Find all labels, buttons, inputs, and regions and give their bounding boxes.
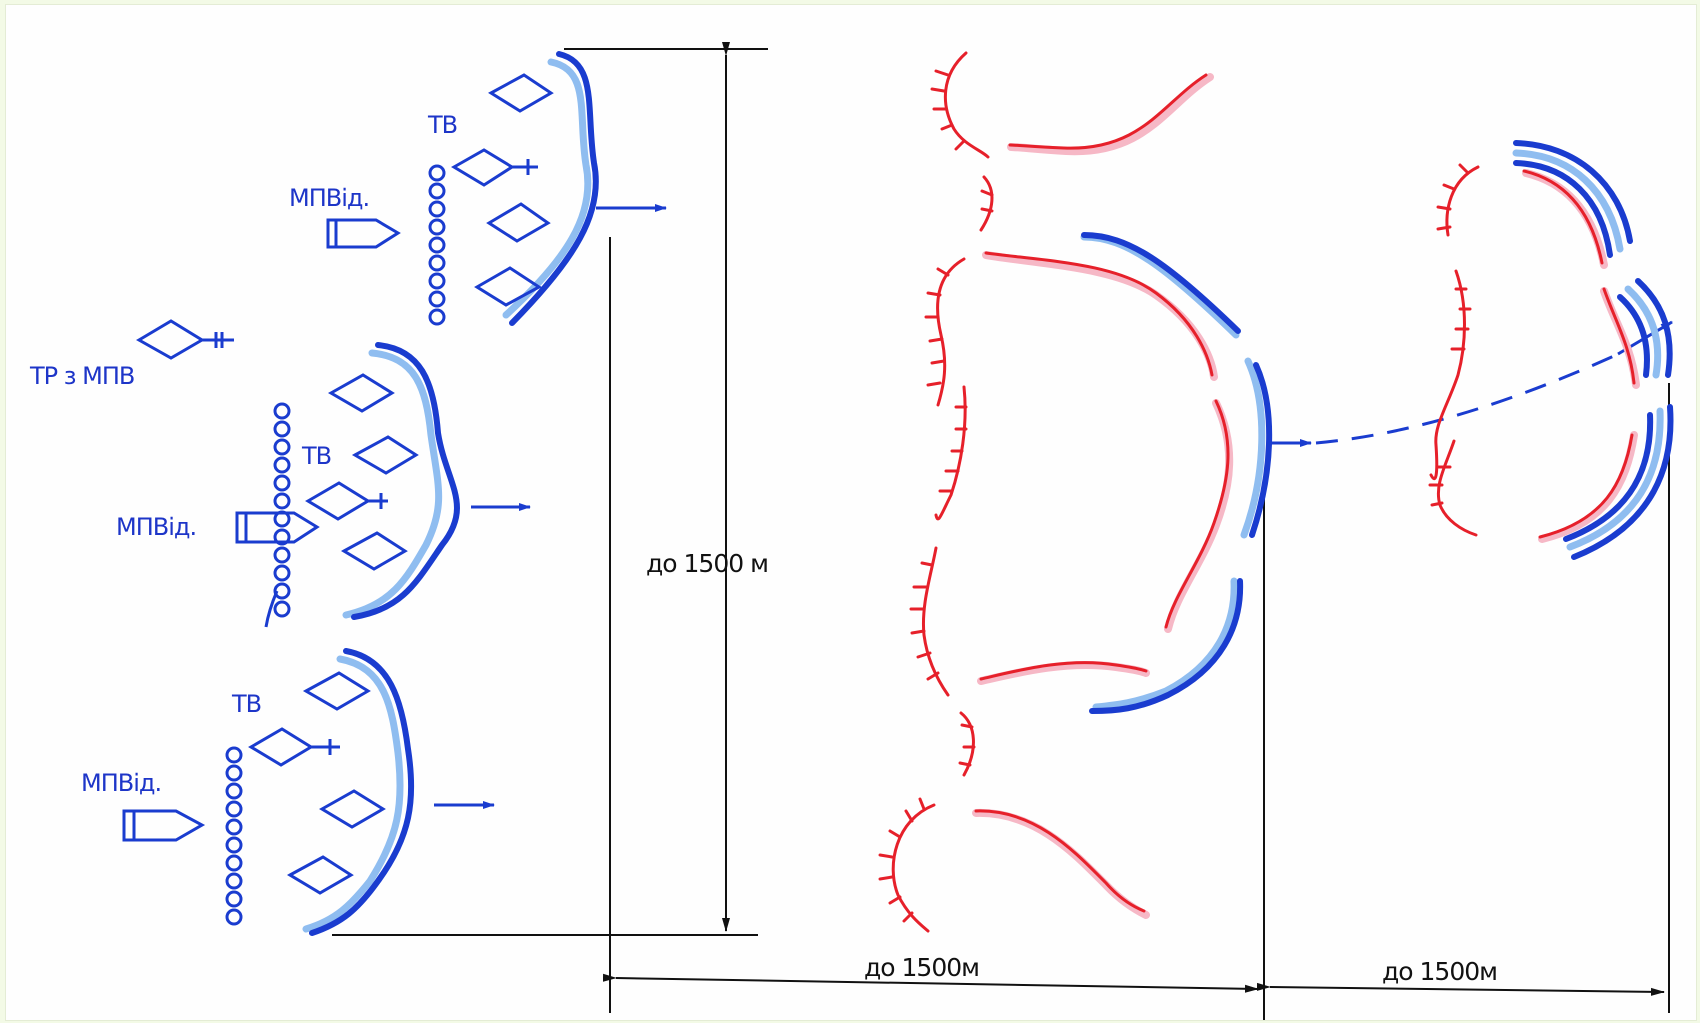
tank-diamond-icon [486, 202, 551, 243]
advance-front-triple-line [1512, 140, 1674, 560]
hatched-line-icon [1445, 165, 1480, 237]
far-right-position-group [1428, 140, 1674, 560]
lower-mpvid-label: МПВід. [81, 769, 161, 797]
commander-tank-icon [305, 481, 388, 521]
hatched-line-icon [936, 257, 966, 407]
tank-diamond-icon [327, 373, 395, 413]
enemy-trench-line [1164, 399, 1230, 629]
tank-diamond-icon [286, 855, 354, 895]
first-span-label: до 1500м [864, 953, 979, 982]
tank-diamond-icon [488, 73, 554, 113]
infantry-column-icon [225, 746, 243, 926]
hatched-line-icon [943, 51, 990, 159]
middle-tv-label: ТВ [301, 442, 331, 470]
dimension-lines: до 1500 м до 1500м до 1500м [332, 42, 1670, 1020]
middle-front-shadow [342, 349, 443, 619]
enemy-trench-line [974, 809, 1146, 913]
hatched-line-icon [921, 546, 950, 697]
second-span-arrow-icon [1256, 982, 1665, 996]
tank-diamond-icon [302, 671, 371, 711]
column-tail-stroke [264, 590, 279, 628]
commander-tank-icon [451, 148, 538, 187]
lower-front-line [309, 648, 415, 936]
upper-mpvid-label: МПВід. [289, 184, 369, 212]
ifv-section-icon [326, 218, 401, 249]
lower-front-shadow [302, 655, 404, 933]
enemy-trench-line [984, 251, 1214, 377]
reserve-tank-group: ТР з МПВ [29, 319, 234, 390]
middle-company-group: ТВ МПВід. [116, 342, 531, 628]
tank-diamond-icon [340, 531, 408, 571]
captured-front-line [1081, 232, 1241, 334]
diagram-sheet: ТВ МПВід. ТР з МПВ [5, 4, 1697, 1021]
enemy-trench-line [979, 661, 1148, 681]
depth-dimension-label: до 1500 м [646, 549, 768, 578]
middle-front-line [351, 342, 460, 620]
hatched-line-icon [1429, 269, 1466, 481]
enemy-trench-line [1522, 169, 1604, 265]
second-span-label: до 1500м [1382, 957, 1497, 986]
infantry-column-icon [273, 402, 291, 618]
captured-front-line [1089, 578, 1244, 714]
middle-mpvid-label: МПВід. [116, 513, 196, 541]
lower-company-group: ТВ МПВід. [81, 648, 495, 936]
lower-tv-label: ТВ [231, 690, 261, 718]
tank-diamond-icon [351, 435, 419, 475]
hatched-line-icon [891, 803, 936, 933]
enemy-trench-line [1538, 433, 1634, 539]
tactical-diagram: ТВ МПВід. ТР з МПВ [29, 42, 1674, 1020]
upper-front-line [509, 51, 599, 326]
commander-tank-icon [248, 727, 340, 767]
hatched-line-icon [959, 711, 975, 777]
tank-diamond-icon [474, 266, 542, 307]
tank-diamond-icon [319, 789, 386, 829]
upper-company-group: ТВ МПВід. [289, 51, 667, 326]
captured-position-group [1080, 232, 1673, 714]
reserve-label: ТР з МПВ [29, 362, 134, 390]
enemy-trench-line [1602, 287, 1636, 385]
enemy-hatched-defensive-line [878, 51, 994, 933]
enemy-trench-line [1008, 73, 1208, 150]
hatched-line-icon [1436, 439, 1478, 537]
first-span-arrow-icon [602, 973, 1259, 993]
hatched-line-icon [979, 175, 994, 232]
ifv-section-icon [235, 511, 320, 544]
upper-tv-label: ТВ [427, 111, 457, 139]
infantry-column-icon [428, 164, 446, 326]
pursuit-dashed-arrow-icon [1315, 353, 1617, 445]
enemy-first-line [972, 73, 1234, 919]
ifv-section-icon [122, 809, 206, 842]
upper-front-shadow [502, 58, 592, 319]
reserve-tank-icon [136, 319, 234, 360]
